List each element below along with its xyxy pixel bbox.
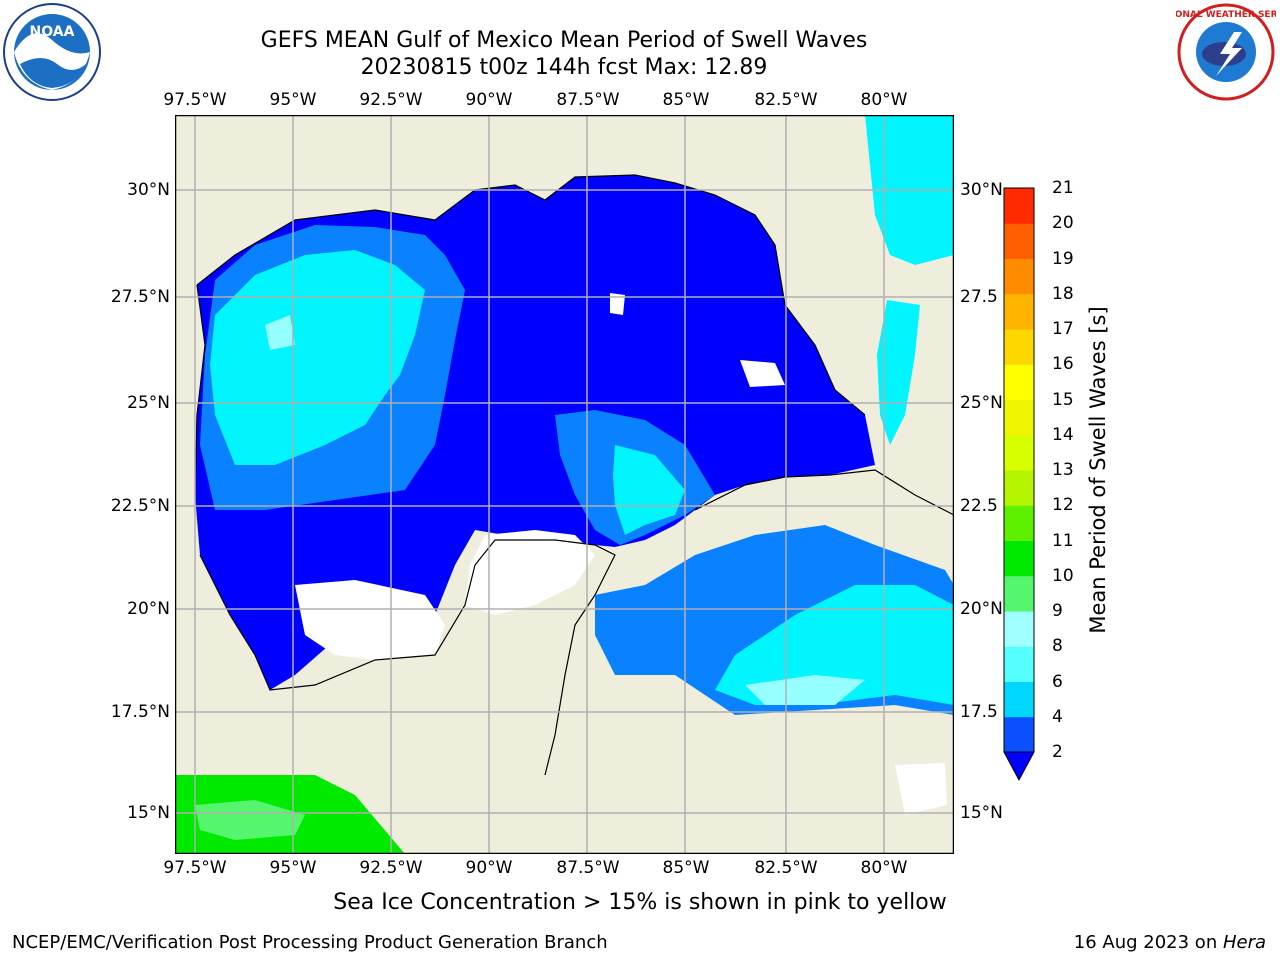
- lat-tick-left: 22.5°N: [110, 496, 170, 516]
- florida-strait-band: [877, 300, 920, 445]
- no-data-yucatan-north: [465, 530, 595, 615]
- lon-tick-bottom: 85°W: [662, 858, 710, 878]
- noaa-logo-text: NOAA: [30, 24, 75, 40]
- lat-tick-left: 15°N: [127, 803, 170, 823]
- footer-date-text: 16 Aug 2023 on: [1073, 932, 1223, 953]
- lon-tick-top: 85°W: [662, 90, 710, 110]
- colorbar-tick-label: 12: [1052, 495, 1074, 516]
- coastline: [194, 174, 954, 776]
- swell-band-8-9-a: [265, 315, 295, 350]
- colorbar-segment: [1004, 611, 1034, 647]
- no-data-caribbean: [895, 763, 947, 815]
- colorbar-tick-label: 21: [1052, 178, 1074, 198]
- lon-tick-bottom: 90°W: [465, 858, 513, 878]
- footer-credit: NCEP/EMC/Verification Post Processing Pr…: [12, 932, 608, 953]
- gulf-swell-band-6-8-b: [613, 445, 685, 535]
- colorbar-tick-label: 2: [1052, 742, 1063, 762]
- lon-tick-bottom: 95°W: [269, 858, 317, 878]
- nws-logo-text: NATIONAL WEATHER SERVICE: [1176, 10, 1276, 20]
- colorbar-segment: [1004, 399, 1034, 436]
- colorbar-segments: [1004, 188, 1034, 753]
- map-frame: [175, 115, 954, 854]
- colorbar-segment: [1004, 364, 1034, 400]
- lat-tick-left: 17.5°N: [110, 702, 170, 722]
- lon-tick-top: 97.5°W: [163, 90, 227, 110]
- lon-tick-top: 92.5°W: [359, 90, 423, 110]
- nws-logo: NATIONAL WEATHER SERVICE: [1176, 3, 1276, 101]
- lon-tick-bottom: 92.5°W: [359, 858, 423, 878]
- colorbar-tick-label: 15: [1052, 389, 1074, 410]
- footer-date: 16 Aug 2023 on Hera: [1074, 932, 1266, 953]
- lat-tick-right: 20°N: [960, 599, 1003, 619]
- lon-tick-top: 95°W: [269, 90, 317, 110]
- lat-tick-right: 30°N: [960, 180, 1003, 200]
- colorbar-segment: [1004, 575, 1034, 612]
- colorbar-segment: [1004, 470, 1034, 506]
- colorbar-tick-label: 8: [1052, 636, 1063, 657]
- colorbar-tick-label: 17: [1052, 319, 1074, 339]
- no-data-gulf-a: [610, 293, 625, 315]
- lat-tick-right: 27.5: [960, 287, 998, 307]
- lon-tick-top: 90°W: [465, 90, 513, 110]
- colorbar-segment: [1004, 716, 1034, 753]
- colorbar-tick-label: 18: [1052, 283, 1074, 304]
- lat-tick-left: 25°N: [127, 393, 170, 413]
- colorbar-frame: [1003, 187, 1035, 753]
- lat-tick-right: 17.5: [960, 702, 998, 722]
- lon-tick-bottom: 97.5°W: [163, 858, 227, 878]
- lat-tick-right: 22.5: [960, 496, 998, 516]
- colorbar-segment: [1004, 540, 1034, 577]
- colorbar-label: Mean Period of Swell Waves [s]: [1086, 306, 1110, 634]
- pacific-swell-band-11-12: [195, 800, 305, 840]
- colorbar-segment: [1004, 329, 1034, 365]
- sea-ice-note: Sea Ice Concentration > 15% is shown in …: [333, 890, 947, 915]
- graticule: [175, 115, 954, 854]
- gulf-swell-band-6-8: [210, 250, 425, 465]
- lat-tick-right: 25°N: [960, 393, 1003, 413]
- colorbar-tick-label: 20: [1052, 213, 1074, 234]
- no-data-bay-of-campeche: [295, 580, 445, 660]
- map-subtitle: 20230815 t00z 144h fcst Max: 12.89: [360, 55, 768, 80]
- colorbar: [1003, 187, 1035, 782]
- colorbar-segment: [1004, 223, 1034, 259]
- colorbar-segment: [1004, 434, 1034, 471]
- lat-tick-right: 15°N: [960, 803, 1003, 823]
- colorbar-tick-label: 4: [1052, 706, 1063, 727]
- colorbar-tick-label: 13: [1052, 460, 1074, 480]
- no-data-gulf-b: [740, 360, 785, 387]
- colorbar-tick-label: 16: [1052, 354, 1074, 375]
- lat-tick-left: 30°N: [127, 180, 170, 200]
- colorbar-tick-label: 19: [1052, 248, 1074, 269]
- colorbar-tick-label: 6: [1052, 671, 1063, 692]
- lat-tick-left: 27.5°N: [110, 287, 170, 307]
- colorbar-tick-label: 9: [1052, 601, 1063, 621]
- map-panel: [175, 115, 954, 854]
- colorbar-tick-label: 10: [1052, 565, 1074, 586]
- noaa-logo: NOAA: [3, 3, 101, 101]
- colorbar-segment: [1004, 258, 1034, 295]
- colorbar-tick-label: 11: [1052, 530, 1074, 551]
- colorbar-segment: [1004, 505, 1034, 541]
- colorbar-segment: [1004, 188, 1034, 224]
- colorbar-segment: [1004, 681, 1034, 718]
- lon-tick-bottom: 82.5°W: [754, 858, 818, 878]
- swell-band-8-9-b: [745, 675, 865, 705]
- footer-machine: Hera: [1222, 932, 1266, 953]
- lon-tick-top: 87.5°W: [556, 90, 620, 110]
- colorbar-segment: [1004, 646, 1034, 682]
- lon-tick-bottom: 87.5°W: [556, 858, 620, 878]
- colorbar-segment: [1004, 293, 1034, 330]
- lon-tick-top: 80°W: [860, 90, 908, 110]
- colorbar-extend-arrow: [1003, 751, 1035, 782]
- caribbean-swell-band-6-8: [715, 585, 954, 705]
- lon-tick-bottom: 80°W: [860, 858, 908, 878]
- map-title: GEFS MEAN Gulf of Mexico Mean Period of …: [260, 28, 868, 53]
- lon-tick-top: 82.5°W: [754, 90, 818, 110]
- colorbar-tick-label: 14: [1052, 424, 1074, 445]
- lat-tick-left: 20°N: [127, 599, 170, 619]
